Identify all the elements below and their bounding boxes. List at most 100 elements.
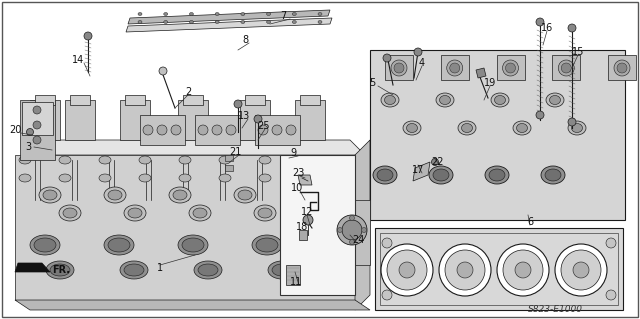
Polygon shape bbox=[552, 55, 580, 80]
Circle shape bbox=[33, 121, 41, 129]
Circle shape bbox=[226, 125, 236, 135]
Bar bbox=[225, 155, 233, 161]
Text: 10: 10 bbox=[291, 183, 303, 193]
Ellipse shape bbox=[234, 187, 256, 203]
Ellipse shape bbox=[433, 169, 449, 181]
Polygon shape bbox=[15, 263, 50, 272]
Ellipse shape bbox=[104, 235, 134, 255]
Ellipse shape bbox=[241, 20, 245, 24]
Polygon shape bbox=[20, 100, 55, 160]
Ellipse shape bbox=[198, 264, 218, 276]
Circle shape bbox=[362, 227, 367, 233]
Ellipse shape bbox=[254, 205, 276, 221]
Circle shape bbox=[447, 60, 463, 76]
Circle shape bbox=[159, 67, 167, 75]
Circle shape bbox=[33, 136, 41, 144]
Ellipse shape bbox=[189, 20, 193, 24]
Polygon shape bbox=[370, 50, 625, 220]
Ellipse shape bbox=[63, 208, 77, 218]
Circle shape bbox=[561, 250, 601, 290]
Polygon shape bbox=[355, 140, 370, 310]
Text: 5: 5 bbox=[369, 78, 375, 88]
Circle shape bbox=[497, 244, 549, 296]
Circle shape bbox=[391, 60, 407, 76]
Circle shape bbox=[573, 262, 589, 278]
Ellipse shape bbox=[516, 123, 527, 132]
Circle shape bbox=[568, 118, 576, 126]
Ellipse shape bbox=[59, 205, 81, 221]
Ellipse shape bbox=[30, 235, 60, 255]
Circle shape bbox=[439, 244, 491, 296]
Circle shape bbox=[382, 238, 392, 248]
Ellipse shape bbox=[139, 174, 151, 182]
Ellipse shape bbox=[138, 12, 142, 16]
Ellipse shape bbox=[173, 190, 187, 200]
Ellipse shape bbox=[39, 187, 61, 203]
Text: 11: 11 bbox=[290, 277, 302, 287]
Ellipse shape bbox=[272, 264, 292, 276]
Circle shape bbox=[383, 54, 391, 62]
Circle shape bbox=[286, 125, 296, 135]
Circle shape bbox=[617, 63, 627, 73]
Ellipse shape bbox=[440, 95, 451, 105]
Polygon shape bbox=[128, 10, 330, 24]
Circle shape bbox=[303, 215, 313, 225]
Polygon shape bbox=[30, 100, 60, 140]
Text: 6: 6 bbox=[527, 217, 533, 227]
Circle shape bbox=[84, 32, 92, 40]
Ellipse shape bbox=[256, 238, 278, 252]
Ellipse shape bbox=[568, 121, 586, 135]
Polygon shape bbox=[195, 115, 240, 145]
Ellipse shape bbox=[128, 208, 142, 218]
Circle shape bbox=[337, 215, 367, 245]
Ellipse shape bbox=[193, 208, 207, 218]
Circle shape bbox=[614, 60, 630, 76]
Text: 17: 17 bbox=[412, 165, 424, 175]
Ellipse shape bbox=[491, 93, 509, 107]
Text: 25: 25 bbox=[257, 121, 269, 131]
Text: 9: 9 bbox=[290, 148, 296, 158]
Ellipse shape bbox=[461, 123, 472, 132]
Circle shape bbox=[337, 227, 342, 233]
Ellipse shape bbox=[99, 156, 111, 164]
Ellipse shape bbox=[238, 190, 252, 200]
Ellipse shape bbox=[292, 20, 296, 24]
Circle shape bbox=[457, 262, 473, 278]
Ellipse shape bbox=[385, 95, 396, 105]
Circle shape bbox=[349, 240, 355, 244]
Text: 21: 21 bbox=[229, 147, 241, 157]
Ellipse shape bbox=[189, 205, 211, 221]
Circle shape bbox=[503, 250, 543, 290]
Circle shape bbox=[606, 290, 616, 300]
Ellipse shape bbox=[489, 169, 505, 181]
Ellipse shape bbox=[219, 156, 231, 164]
Polygon shape bbox=[125, 95, 145, 105]
Circle shape bbox=[382, 290, 392, 300]
Ellipse shape bbox=[19, 174, 31, 182]
Circle shape bbox=[272, 125, 282, 135]
Bar bbox=[280, 155, 355, 295]
Circle shape bbox=[234, 100, 242, 108]
Ellipse shape bbox=[215, 20, 219, 24]
Circle shape bbox=[502, 60, 518, 76]
Text: 15: 15 bbox=[572, 47, 584, 57]
Polygon shape bbox=[22, 102, 53, 135]
Ellipse shape bbox=[429, 166, 453, 184]
Polygon shape bbox=[183, 95, 203, 105]
Ellipse shape bbox=[59, 156, 71, 164]
Bar bbox=[375, 228, 623, 310]
Circle shape bbox=[198, 125, 208, 135]
Text: 7: 7 bbox=[280, 11, 286, 21]
Circle shape bbox=[212, 125, 222, 135]
Circle shape bbox=[381, 244, 433, 296]
Ellipse shape bbox=[485, 166, 509, 184]
Ellipse shape bbox=[108, 190, 122, 200]
Circle shape bbox=[606, 238, 616, 248]
Ellipse shape bbox=[34, 238, 56, 252]
Circle shape bbox=[33, 106, 41, 114]
Polygon shape bbox=[298, 175, 312, 185]
Text: 2: 2 bbox=[185, 87, 191, 97]
Text: 12: 12 bbox=[301, 207, 313, 217]
Circle shape bbox=[171, 125, 181, 135]
Polygon shape bbox=[245, 95, 265, 105]
